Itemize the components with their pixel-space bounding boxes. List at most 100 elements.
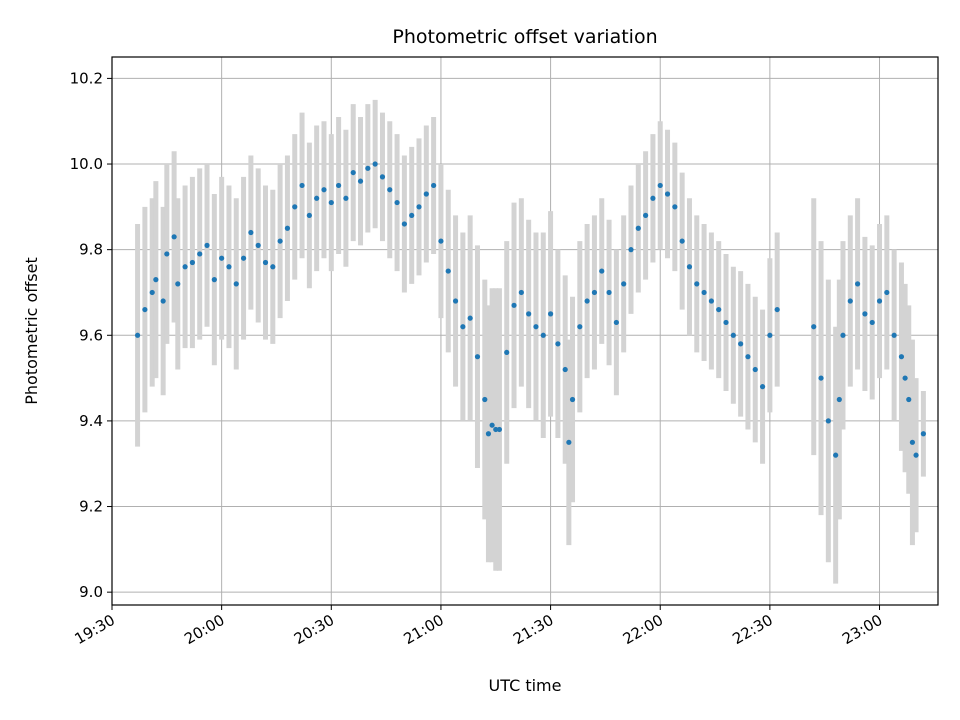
data-point [555, 341, 561, 347]
data-point [211, 277, 217, 283]
y-tick-label: 9.4 [79, 412, 103, 430]
data-point [909, 439, 916, 445]
data-point [825, 418, 831, 424]
data-point [336, 182, 342, 189]
data-point [277, 238, 283, 244]
data-point [489, 422, 495, 428]
data-point [891, 332, 897, 338]
data-point [134, 332, 141, 338]
data-point [774, 306, 780, 313]
data-point [409, 212, 415, 219]
y-tick-label: 10.2 [70, 69, 103, 87]
data-point [189, 259, 196, 266]
y-tick-label: 9.2 [79, 498, 103, 516]
data-point [160, 298, 166, 304]
data-point [679, 238, 685, 244]
y-tick-label: 9.0 [79, 583, 103, 601]
data-point [270, 264, 276, 270]
data-point [643, 212, 649, 219]
data-point [898, 354, 905, 360]
data-point [730, 332, 736, 338]
data-point [240, 255, 247, 261]
data-point [255, 242, 261, 248]
data-point [913, 452, 919, 458]
data-point [664, 191, 671, 197]
data-point [343, 195, 349, 201]
data-point [854, 281, 861, 287]
data-point [745, 354, 751, 360]
data-point [847, 298, 853, 304]
data-point [566, 439, 572, 445]
data-point [657, 182, 663, 189]
plot-frame [111, 56, 939, 606]
data-point [292, 204, 298, 210]
data-point [833, 452, 839, 458]
data-point [672, 204, 678, 210]
data-point [431, 182, 437, 189]
data-point [584, 298, 590, 304]
data-point [840, 332, 846, 338]
data-point [694, 281, 700, 287]
data-point [686, 264, 693, 270]
data-point [716, 306, 722, 313]
data-point [577, 324, 583, 330]
data-point [445, 268, 451, 274]
data-point [164, 251, 170, 257]
y-tick-label: 9.6 [79, 326, 103, 344]
data-point [533, 324, 539, 330]
data-point [357, 178, 364, 184]
y-tick-label: 10.0 [70, 155, 103, 173]
y-axis-title: Photometric offset [22, 257, 41, 405]
data-point [869, 319, 875, 326]
y-tick-label: 9.8 [79, 241, 103, 259]
data-point [387, 187, 393, 193]
data-point [723, 319, 729, 326]
chart-title: Photometric offset variation [392, 26, 657, 48]
data-point [635, 225, 641, 231]
data-point [738, 341, 744, 347]
data-point [204, 242, 210, 248]
data-point [906, 396, 912, 403]
data-point [314, 195, 320, 201]
data-point [496, 426, 503, 433]
data-point [379, 174, 386, 180]
data-point [493, 426, 499, 433]
data-point [401, 221, 407, 227]
x-axis-title: UTC time [489, 676, 562, 695]
data-point [547, 311, 554, 317]
data-point [452, 298, 459, 304]
data-point [759, 384, 766, 390]
data-point [248, 229, 254, 236]
data-point [482, 396, 488, 403]
data-point [372, 161, 378, 167]
data-point [142, 306, 148, 313]
data-point [836, 396, 842, 403]
data-point [599, 268, 605, 274]
data-point [606, 289, 612, 296]
data-point [818, 375, 824, 381]
data-point [485, 431, 492, 437]
data-point [767, 332, 773, 338]
data-point [460, 324, 466, 330]
data-point [262, 259, 269, 266]
data-point [884, 289, 890, 296]
data-point [299, 182, 305, 189]
point-layer [134, 161, 926, 458]
data-point [569, 396, 576, 403]
data-point [423, 191, 429, 197]
data-point [197, 251, 203, 257]
data-point [321, 187, 327, 193]
data-point [328, 199, 334, 206]
data-point [175, 281, 181, 287]
data-point [752, 366, 758, 373]
data-point [540, 332, 546, 338]
data-point [628, 247, 634, 253]
data-point [920, 431, 926, 437]
data-point [511, 302, 517, 308]
data-point [365, 165, 371, 171]
data-point [518, 289, 524, 296]
data-point [562, 366, 568, 373]
data-point [701, 289, 707, 296]
